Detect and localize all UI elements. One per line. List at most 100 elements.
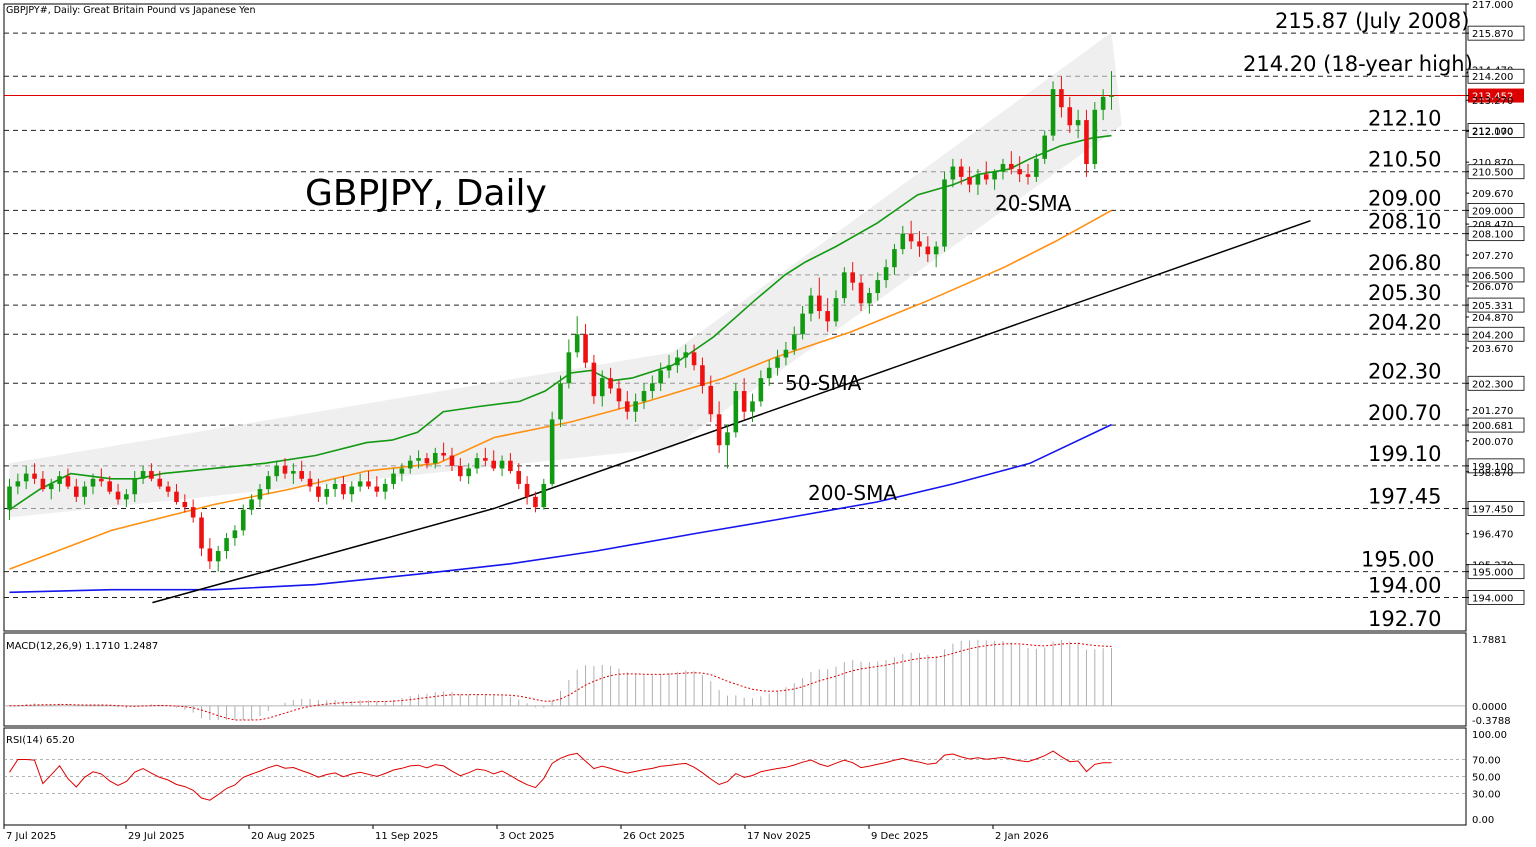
candle-body (1042, 135, 1048, 159)
candle (140, 465, 146, 484)
candle (917, 231, 922, 257)
candle (132, 471, 138, 502)
candle-body (416, 458, 421, 461)
candle (249, 494, 254, 515)
candle (1100, 89, 1106, 121)
level-label-8: 204.20 (1368, 310, 1441, 334)
candle (7, 478, 12, 521)
candle-body (524, 483, 530, 497)
candle (199, 512, 204, 557)
candle-body (808, 295, 814, 314)
candle (1009, 151, 1014, 175)
candle-body (57, 476, 62, 484)
rsi-axis-label: 70.00 (1472, 756, 1501, 767)
candle (124, 489, 129, 508)
candle-body (115, 491, 121, 500)
candle (925, 236, 931, 263)
candle (750, 393, 755, 422)
candle-body (1050, 89, 1056, 136)
candle-body (190, 507, 196, 518)
candle (850, 262, 855, 291)
candle-body (99, 478, 104, 482)
candle (566, 339, 572, 389)
candle-body (374, 486, 380, 492)
candle-body (215, 551, 221, 562)
candle-body (366, 481, 371, 487)
candle-body (32, 473, 37, 479)
candle-body (407, 460, 413, 469)
candle-body (892, 249, 897, 268)
candle (842, 267, 847, 304)
candle-body (599, 378, 605, 397)
price-axis-label: 199.100 (1472, 462, 1513, 473)
price-axis-label: 207.270 (1472, 251, 1513, 262)
candle-body (641, 391, 647, 402)
candle-body (232, 530, 238, 539)
price-axis-label: 208.100 (1472, 230, 1513, 241)
candle-body (1084, 120, 1089, 164)
candle (967, 166, 972, 193)
candle-body (658, 370, 663, 384)
candle (666, 354, 672, 379)
candle (892, 243, 897, 275)
price-axis-label: 203.670 (1472, 344, 1513, 355)
candle-body (249, 499, 254, 510)
candle (574, 316, 580, 358)
candle (224, 532, 229, 559)
candle-body (1075, 120, 1081, 126)
candle (975, 169, 981, 195)
level-label-1: 214.20 (18-year high) (1243, 52, 1473, 76)
candle-body (975, 174, 981, 185)
candle-body (708, 385, 714, 415)
candle-body (441, 452, 446, 456)
candle (407, 455, 413, 474)
candle-body (691, 352, 697, 366)
candle-body (307, 478, 313, 487)
candle (82, 481, 87, 505)
candle (232, 525, 238, 546)
macd-panel (3, 632, 1467, 727)
candle (382, 478, 388, 500)
candle (65, 468, 71, 490)
candle (958, 158, 964, 185)
candle (416, 450, 421, 469)
candle (700, 357, 705, 394)
candle-body (349, 486, 355, 495)
candle-body (992, 171, 997, 180)
candle-body (491, 460, 497, 469)
candle (691, 344, 697, 371)
candle-body (591, 362, 597, 397)
level-label-13: 195.00 (1361, 548, 1434, 572)
rsi-label: RSI(14) 65.20 (6, 735, 75, 746)
candle-body (23, 473, 29, 482)
candle-body (716, 414, 722, 446)
candle (107, 476, 112, 495)
rsi-axis-label: 100.00 (1472, 730, 1507, 741)
candle-body (432, 452, 438, 464)
candle-body (574, 334, 580, 353)
candle (1067, 96, 1073, 134)
candle-body (725, 432, 730, 446)
candle-body (291, 471, 296, 474)
candle (858, 274, 864, 312)
candle (157, 471, 163, 490)
candle (1050, 81, 1056, 141)
candle (791, 326, 797, 355)
candle-body (950, 166, 956, 180)
candle-body (399, 468, 405, 474)
candle-body (240, 509, 246, 531)
candle (1092, 102, 1098, 170)
price-axis-label: 212.100 (1472, 126, 1513, 137)
level-label-4: 209.00 (1368, 186, 1441, 210)
candle (867, 287, 872, 314)
candle-body (875, 280, 881, 293)
candle-body (783, 349, 789, 358)
candle-body (48, 483, 54, 490)
candle-body (1017, 169, 1022, 175)
rsi-line (9, 750, 1112, 801)
candle (174, 483, 179, 505)
price-axis-label: 209.670 (1472, 189, 1513, 200)
candle-body (508, 460, 513, 472)
price-axis-label: 210.500 (1472, 168, 1513, 179)
candle-body (867, 292, 872, 304)
